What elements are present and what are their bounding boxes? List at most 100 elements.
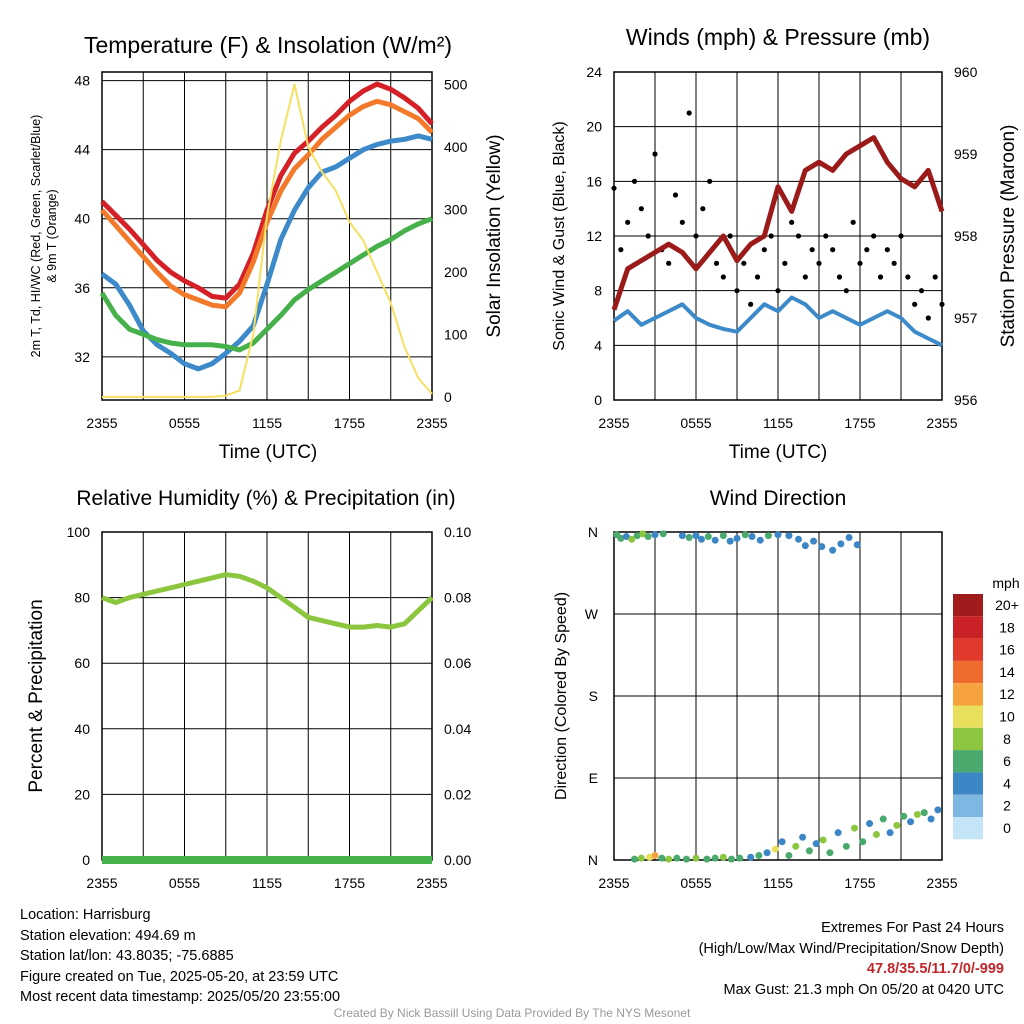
gust-point bbox=[775, 288, 781, 294]
gust-point bbox=[625, 219, 631, 225]
humidity-panel: Relative Humidity (%) & Precipitation (i… bbox=[26, 487, 471, 891]
direction-point bbox=[893, 821, 901, 829]
wind-title: Winds (mph) & Pressure (mb) bbox=[626, 24, 930, 50]
temp-title: Temperature (F) & Insolation (W/m²) bbox=[84, 32, 452, 58]
x-tick-label: 2355 bbox=[926, 415, 957, 431]
dir-tick-label: N bbox=[588, 524, 598, 540]
x-tick-label: 2355 bbox=[598, 875, 629, 891]
direction-point bbox=[651, 851, 659, 859]
gust-point bbox=[734, 288, 740, 294]
gust-point bbox=[836, 274, 843, 280]
gust-point bbox=[672, 192, 679, 198]
extremes-values: 47.8/35.5/11.7/0/-999 bbox=[866, 961, 1004, 977]
x-tick-label: 1155 bbox=[252, 875, 282, 891]
direction-point bbox=[639, 530, 647, 538]
colorbar-swatch bbox=[953, 705, 983, 728]
direction-point bbox=[785, 532, 793, 540]
colorbar-swatch bbox=[953, 660, 983, 684]
direction-point bbox=[637, 854, 645, 862]
temp-ylabel-line1: 2m T, Td, HI/WC (Red, Green, Scarlet/Blu… bbox=[29, 115, 43, 358]
dir-points-layer bbox=[613, 530, 942, 863]
y-tick-label: 40 bbox=[74, 721, 90, 737]
y2-tick-label: 200 bbox=[444, 264, 468, 280]
direction-point bbox=[837, 540, 845, 548]
y-tick-label: 32 bbox=[74, 349, 90, 365]
gust-point bbox=[679, 219, 685, 225]
y-tick-label: 0 bbox=[82, 852, 90, 868]
station-elevation: Station elevation: 494.69 m bbox=[20, 927, 196, 944]
x-tick-label: 2355 bbox=[926, 875, 957, 891]
extremes-info: Extremes For Past 24 Hours (High/Low/Max… bbox=[699, 918, 1004, 1000]
temp-left-ticks: 32 36 40 44 48 bbox=[74, 73, 90, 365]
x-tick-label: 0555 bbox=[680, 415, 711, 431]
direction-point bbox=[810, 537, 818, 545]
direction-point bbox=[805, 847, 813, 855]
direction-point bbox=[747, 853, 755, 861]
direction-point bbox=[771, 845, 779, 853]
temp-ylabel-right: Solar Insolation (Yellow) bbox=[484, 134, 505, 337]
direction-point bbox=[704, 533, 712, 541]
temp-xlabel: Time (UTC) bbox=[219, 442, 318, 463]
gust-point bbox=[727, 233, 733, 239]
temp-gridlines bbox=[102, 72, 432, 400]
direction-point bbox=[934, 806, 942, 814]
gust-point bbox=[631, 178, 638, 184]
y2-tick-label: 957 bbox=[954, 310, 978, 326]
y-tick-label: 20 bbox=[586, 119, 602, 135]
direction-point bbox=[792, 842, 800, 850]
gust-point bbox=[816, 260, 822, 266]
y2-tick-label: 0.10 bbox=[444, 524, 471, 540]
dir-left-ticks: N E S W N bbox=[585, 524, 599, 868]
direction-point bbox=[819, 836, 827, 844]
gust-point bbox=[789, 219, 795, 225]
direction-point bbox=[678, 532, 686, 540]
wind-xlabel: Time (UTC) bbox=[729, 442, 828, 463]
rh-right-ticks: 0.00 0.02 0.04 0.06 0.08 0.10 bbox=[444, 524, 471, 868]
gust-point bbox=[782, 260, 788, 266]
direction-point bbox=[799, 833, 807, 841]
y-tick-label: 0 bbox=[594, 392, 602, 408]
direction-point bbox=[853, 541, 861, 549]
y2-tick-label: 100 bbox=[444, 326, 468, 342]
temp-series-line bbox=[100, 81, 434, 301]
direction-point bbox=[801, 542, 809, 550]
direction-point bbox=[851, 824, 859, 832]
gust-point bbox=[645, 233, 651, 239]
direction-point bbox=[778, 838, 786, 846]
direction-point bbox=[617, 534, 625, 542]
direction-point bbox=[703, 855, 711, 863]
direction-point bbox=[866, 820, 874, 828]
y-tick-label: 4 bbox=[594, 337, 602, 353]
direction-point bbox=[920, 809, 928, 817]
wind-series-line bbox=[612, 295, 943, 348]
direction-point bbox=[692, 854, 700, 862]
gust-point bbox=[932, 274, 938, 280]
dir-tick-label: E bbox=[589, 770, 598, 786]
direction-point bbox=[812, 840, 820, 848]
gust-point bbox=[686, 110, 692, 116]
direction-point bbox=[907, 818, 915, 826]
direction-point bbox=[665, 855, 673, 863]
gust-point bbox=[768, 233, 774, 239]
latest-timestamp: Most recent data timestamp: 2025/05/20 2… bbox=[20, 989, 341, 1005]
dir-x-ticks: 2355 0555 1155 1755 2355 bbox=[598, 875, 957, 891]
direction-point bbox=[785, 851, 793, 859]
direction-point bbox=[711, 854, 719, 862]
y2-tick-label: 960 bbox=[954, 64, 978, 80]
wind-x-ticks: 2355 0555 1155 1755 2355 bbox=[598, 415, 957, 431]
direction-point bbox=[631, 855, 638, 863]
direction-point bbox=[726, 537, 734, 545]
rh-series-line bbox=[101, 572, 434, 630]
direction-point bbox=[764, 532, 772, 540]
temp-series-line bbox=[99, 216, 433, 353]
x-tick-label: 1155 bbox=[763, 875, 793, 891]
x-tick-label: 2355 bbox=[598, 415, 629, 431]
gust-point bbox=[918, 288, 925, 294]
direction-point bbox=[728, 855, 736, 863]
y2-tick-label: 400 bbox=[444, 139, 468, 155]
gust-point bbox=[638, 206, 644, 212]
y-tick-label: 48 bbox=[74, 73, 90, 89]
direction-point bbox=[628, 535, 636, 543]
y2-tick-label: 0.06 bbox=[444, 655, 471, 671]
